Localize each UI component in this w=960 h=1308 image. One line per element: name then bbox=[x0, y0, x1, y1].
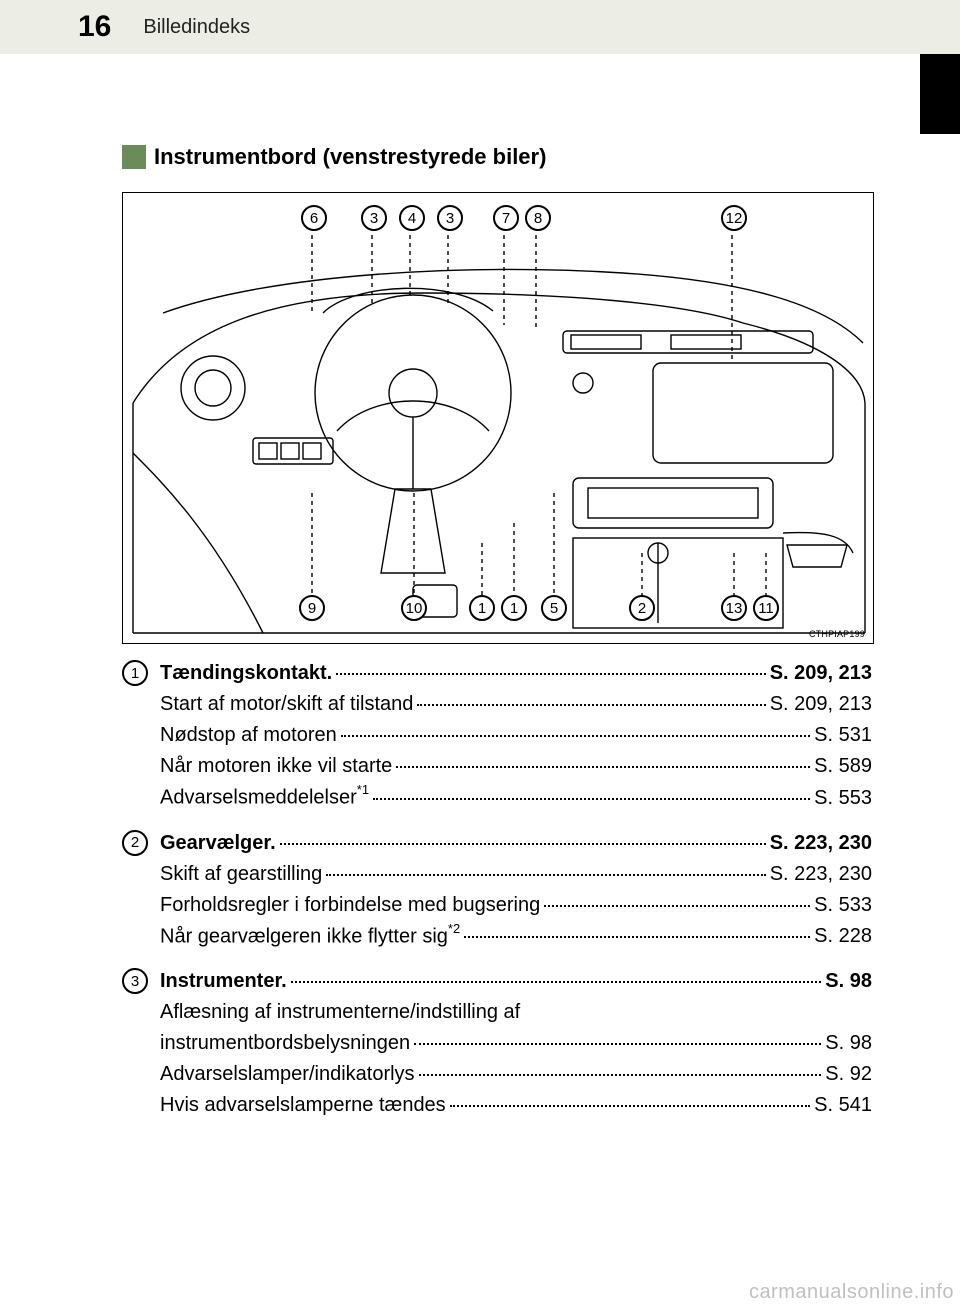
leader-dots bbox=[336, 673, 765, 675]
callout-circle: 7 bbox=[493, 205, 519, 231]
callout-circle: 3 bbox=[361, 205, 387, 231]
entry-label: Hvis advarselslamperne tændes bbox=[160, 1090, 446, 1121]
callout-circle: 5 bbox=[541, 595, 567, 621]
index-entry: 1Tændingskontakt.S. 209, 213Start af mot… bbox=[122, 658, 872, 814]
callout-circle: 2 bbox=[629, 595, 655, 621]
entry-line: Når gearvælgeren ikke flytter sig*2 S. 22… bbox=[160, 921, 872, 953]
entry-label: Start af motor/skift af tilstand bbox=[160, 689, 413, 720]
superscript: *1 bbox=[357, 782, 369, 797]
callout-circle: 13 bbox=[721, 595, 747, 621]
callout-circle: 1 bbox=[501, 595, 527, 621]
page-ref: S. 223, 230 bbox=[770, 859, 872, 890]
page-ref: S. 98 bbox=[825, 1028, 872, 1059]
entry-label: Når motoren ikke vil starte bbox=[160, 751, 392, 782]
entry-label: Gearvælger. bbox=[160, 828, 276, 859]
figure-label: CTHPIAP199 bbox=[809, 629, 865, 639]
section-heading-text: Instrumentbord (venstrestyrede biler) bbox=[154, 144, 546, 170]
leader-dots bbox=[464, 936, 810, 938]
callout-circle: 11 bbox=[753, 595, 779, 621]
doc-title: Billedindeks bbox=[143, 16, 250, 39]
content: Instrumentbord (venstrestyrede biler) bbox=[0, 54, 960, 1121]
leader-dots bbox=[326, 874, 765, 876]
entry-line: Advarselsmeddelelser*1 S. 553 bbox=[160, 782, 872, 814]
entry-label: instrumentbordsbelysningen bbox=[160, 1028, 410, 1059]
entry-title-line: Instrumenter. S. 98 bbox=[160, 966, 872, 997]
entry-line: Hvis advarselslamperne tændes S. 541 bbox=[160, 1090, 872, 1121]
leader-dots bbox=[419, 1074, 822, 1076]
leader-dots bbox=[417, 704, 765, 706]
entry-label: Tændingskontakt. bbox=[160, 658, 332, 689]
entry-label: Når gearvælgeren ikke flytter sig*2 bbox=[160, 921, 460, 953]
entry-label: Instrumenter. bbox=[160, 966, 287, 997]
page-ref: S. 209, 213 bbox=[770, 689, 872, 720]
entry-number: 3 bbox=[122, 968, 148, 994]
callout-circle: 10 bbox=[401, 595, 427, 621]
entry-number: 2 bbox=[122, 830, 148, 856]
entry-line: Skift af gearstilling S. 223, 230 bbox=[160, 859, 872, 890]
entry-line: Nødstop af motoren S. 531 bbox=[160, 720, 872, 751]
page-ref: S. 589 bbox=[814, 751, 872, 782]
page-ref: S. 92 bbox=[825, 1059, 872, 1090]
callout-circle: 3 bbox=[437, 205, 463, 231]
entry-line: Når motoren ikke vil starte S. 589 bbox=[160, 751, 872, 782]
superscript: *2 bbox=[448, 921, 460, 936]
entry-label: Aflæsning af instrumenterne/indstilling … bbox=[160, 997, 520, 1028]
entry-title-line: Gearvælger. S. 223, 230 bbox=[160, 828, 872, 859]
leader-dots bbox=[280, 843, 766, 845]
leader-dots bbox=[396, 766, 810, 768]
callout-circle: 4 bbox=[399, 205, 425, 231]
callout-circle: 1 bbox=[469, 595, 495, 621]
entry-line: Start af motor/skift af tilstand S. 209, … bbox=[160, 689, 872, 720]
leader-dots bbox=[544, 905, 810, 907]
leader-dots bbox=[291, 981, 822, 983]
tab-marker bbox=[920, 54, 960, 134]
page-ref: S. 531 bbox=[814, 720, 872, 751]
page-ref: S. 541 bbox=[814, 1090, 872, 1121]
leader-dots bbox=[341, 735, 810, 737]
entry-label: Forholdsregler i forbindelse med bugseri… bbox=[160, 890, 540, 921]
leader-dots bbox=[450, 1105, 810, 1107]
entry-title-line: Tændingskontakt. S. 209, 213 bbox=[160, 658, 872, 689]
index-entry: 2Gearvælger.S. 223, 230Skift af gearstil… bbox=[122, 828, 872, 953]
page-number: 16 bbox=[78, 10, 111, 44]
page-header: 16 Billedindeks bbox=[0, 0, 960, 54]
page-ref: S. 228 bbox=[814, 921, 872, 952]
bullet-square-icon bbox=[122, 145, 146, 169]
entry-body: Tændingskontakt.S. 209, 213Start af moto… bbox=[160, 658, 872, 814]
watermark: carmanualsonline.info bbox=[749, 1281, 954, 1304]
entry-label: Skift af gearstilling bbox=[160, 859, 322, 890]
entry-line: Aflæsning af instrumenterne/indstilling … bbox=[160, 997, 872, 1028]
entry-body: Instrumenter. S. 98 Aflæsning af instrumen… bbox=[160, 966, 872, 1121]
index-entry: 3 Instrumenter. S. 98 Aflæsning af instrume… bbox=[122, 966, 872, 1121]
entry-line: Forholdsregler i forbindelse med bugseri… bbox=[160, 890, 872, 921]
dashboard-figure: 63437812 91011521311 CTHPIAP199 bbox=[122, 192, 874, 644]
index-entries: 1Tændingskontakt.S. 209, 213Start af mot… bbox=[122, 658, 872, 1121]
callout-circle: 6 bbox=[301, 205, 327, 231]
section-heading: Instrumentbord (venstrestyrede biler) bbox=[122, 144, 872, 170]
leader-dots bbox=[414, 1043, 821, 1045]
entry-label: Nødstop af motoren bbox=[160, 720, 337, 751]
entry-line: instrumentbordsbelysningen S. 98 bbox=[160, 1028, 872, 1059]
callout-circle: 12 bbox=[721, 205, 747, 231]
page-ref: S. 223, 230 bbox=[770, 828, 872, 859]
entry-line: Advarselslamper/indikatorlys S. 92 bbox=[160, 1059, 872, 1090]
callout-circle: 9 bbox=[299, 595, 325, 621]
entry-label: Advarselsmeddelelser*1 bbox=[160, 782, 369, 814]
entry-label: Advarselslamper/indikatorlys bbox=[160, 1059, 415, 1090]
page-ref: S. 553 bbox=[814, 783, 872, 814]
entry-number: 1 bbox=[122, 660, 148, 686]
callout-circle: 8 bbox=[525, 205, 551, 231]
page-ref: S. 98 bbox=[825, 966, 872, 997]
page-ref: S. 209, 213 bbox=[770, 658, 872, 689]
leader-dots bbox=[373, 798, 810, 800]
entry-body: Gearvælger.S. 223, 230Skift af gearstill… bbox=[160, 828, 872, 953]
page-ref: S. 533 bbox=[814, 890, 872, 921]
dashboard-svg bbox=[123, 193, 875, 645]
